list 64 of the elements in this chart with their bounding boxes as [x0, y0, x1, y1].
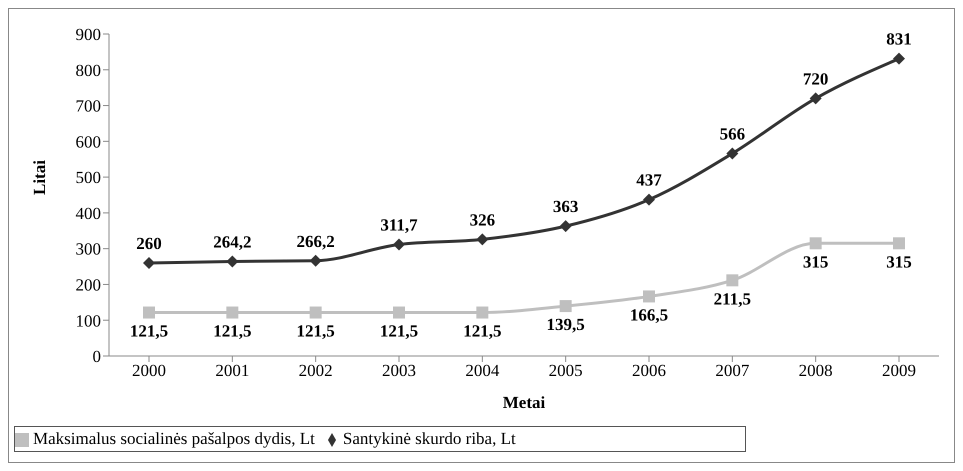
point: [393, 238, 405, 250]
point: [143, 306, 155, 319]
data-label: 166,5: [630, 305, 668, 324]
point: [143, 256, 155, 269]
data-label: 831: [886, 30, 912, 49]
x-tick-label: 2000: [132, 361, 166, 380]
point: [810, 237, 822, 250]
data-label: 326: [470, 210, 496, 230]
x-tick-label: 2002: [298, 361, 333, 380]
point: [476, 233, 488, 246]
x-tick-label: 2001: [215, 361, 250, 380]
data-label: 311,7: [380, 215, 418, 234]
x-tick-label: 2008: [798, 361, 833, 380]
data-label: 720: [802, 69, 828, 88]
y-tick-label: 600: [76, 132, 101, 152]
data-label: 260: [136, 234, 162, 253]
point: [643, 194, 655, 206]
y-axis-title: Litai: [30, 160, 50, 195]
y-tick-label: 200: [76, 275, 101, 294]
point: [893, 52, 905, 65]
data-label: 121,5: [380, 322, 418, 341]
point: [726, 148, 738, 160]
point: [810, 92, 822, 104]
x-axis-title: Metai: [502, 393, 546, 412]
point: [310, 254, 322, 267]
x-tick-label: 2003: [382, 361, 416, 380]
data-label: 363: [552, 197, 578, 216]
data-label: 437: [636, 170, 662, 190]
y-tick-label: 400: [76, 204, 101, 223]
y-tick-label: 900: [76, 25, 101, 44]
data-label: 315: [802, 252, 828, 272]
point: [643, 290, 655, 302]
y-tick-label: 800: [76, 60, 101, 80]
x-tick-label: 2007: [715, 361, 750, 380]
point: [726, 274, 738, 286]
data-label: 566: [720, 124, 746, 144]
y-tick-label: 100: [76, 311, 101, 330]
y-tick-label: 300: [76, 240, 101, 259]
point: [476, 306, 488, 319]
point: [893, 237, 905, 250]
point: [226, 306, 238, 319]
y-tick-label: 500: [76, 168, 101, 188]
legend-label: Santykinė skurdo riba, Lt: [342, 429, 516, 448]
y-tick-label: 700: [76, 96, 101, 116]
point: [560, 220, 572, 232]
point: [560, 300, 572, 312]
legend-label: Maksimalus socialinės pašalpos dydis, Lt: [33, 429, 315, 448]
data-label: 266,2: [296, 232, 335, 251]
y-tick-label: 0: [92, 347, 101, 366]
data-label: 121,5: [130, 322, 168, 341]
x-tick-label: 2005: [548, 361, 583, 380]
data-label: 139,5: [546, 315, 585, 334]
data-label: 315: [886, 252, 912, 272]
x-tick-label: 2004: [465, 361, 500, 380]
data-label: 264,2: [213, 232, 252, 252]
data-label: 211,5: [714, 289, 751, 308]
data-label: 121,5: [463, 322, 502, 341]
x-tick-label: 2006: [632, 361, 666, 380]
point: [226, 255, 238, 268]
point: [310, 306, 322, 319]
point: [393, 306, 405, 319]
x-tick-label: 2009: [882, 361, 916, 380]
data-label: 121,5: [213, 322, 252, 341]
data-label: 121,5: [296, 322, 335, 341]
